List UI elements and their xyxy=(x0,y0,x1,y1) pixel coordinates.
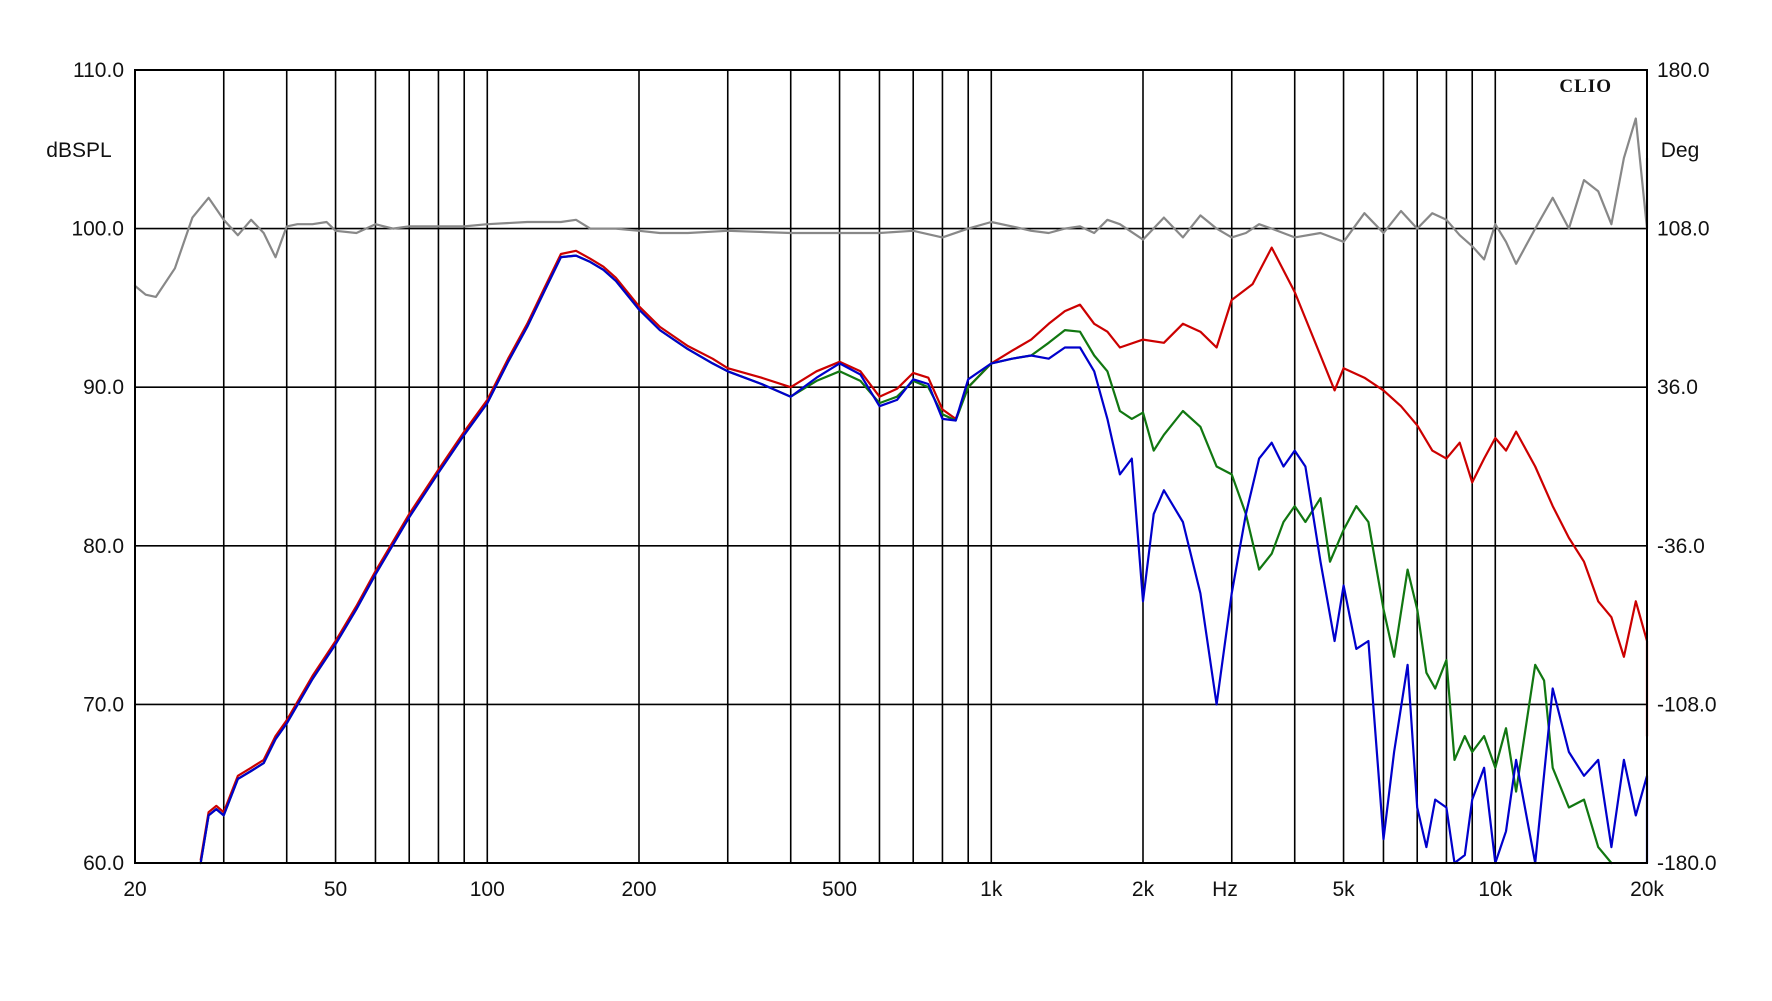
brand-logo: CLIO xyxy=(1559,76,1612,97)
x-axis-title: Hz xyxy=(1212,878,1238,901)
y-left-tick-label: 90.0 xyxy=(83,376,124,399)
y-right-tick-label: -180.0 xyxy=(1657,852,1717,875)
x-tick-label: 500 xyxy=(822,878,857,901)
plot-frame xyxy=(134,69,1648,864)
x-tick-label: 1k xyxy=(980,878,1003,901)
y-left-tick-label: 70.0 xyxy=(83,693,124,716)
y-right-tick-label: 180.0 xyxy=(1657,59,1710,82)
y-left-tick-label: 100.0 xyxy=(71,218,124,241)
phase-series-line xyxy=(133,117,1649,298)
x-tick-label: 50 xyxy=(324,878,347,901)
y-left-tick-label: 110.0 xyxy=(73,59,124,82)
x-tick-label: 20 xyxy=(123,878,146,901)
y-axis-right-title: Deg xyxy=(1661,139,1700,162)
x-tick-label: 2k xyxy=(1132,878,1155,901)
grid xyxy=(135,70,1647,863)
y-right-tick-label: 36.0 xyxy=(1657,376,1698,399)
x-tick-label: 5k xyxy=(1332,878,1355,901)
y-left-tick-label: 80.0 xyxy=(83,535,124,558)
spl-series-line-1 xyxy=(199,246,1649,861)
series-layer xyxy=(133,117,1649,865)
spl-series-line-3 xyxy=(199,254,1649,865)
labels: CLIO dBSPL Deg Hz 110.0 100.0 90.0 80.0 70.0… xyxy=(46,59,1716,901)
x-tick-label: 10k xyxy=(1478,878,1512,901)
y-right-tick-label: -36.0 xyxy=(1657,535,1705,558)
y-right-tick-label: 108.0 xyxy=(1657,218,1710,241)
x-tick-label: 200 xyxy=(621,878,656,901)
y-axis-left-title: dBSPL xyxy=(46,139,111,162)
y-right-tick-label: -108.0 xyxy=(1657,693,1717,716)
y-left-tick-label: 60.0 xyxy=(83,852,124,875)
x-tick-label: 100 xyxy=(470,878,505,901)
x-tick-label: 20k xyxy=(1630,878,1664,901)
